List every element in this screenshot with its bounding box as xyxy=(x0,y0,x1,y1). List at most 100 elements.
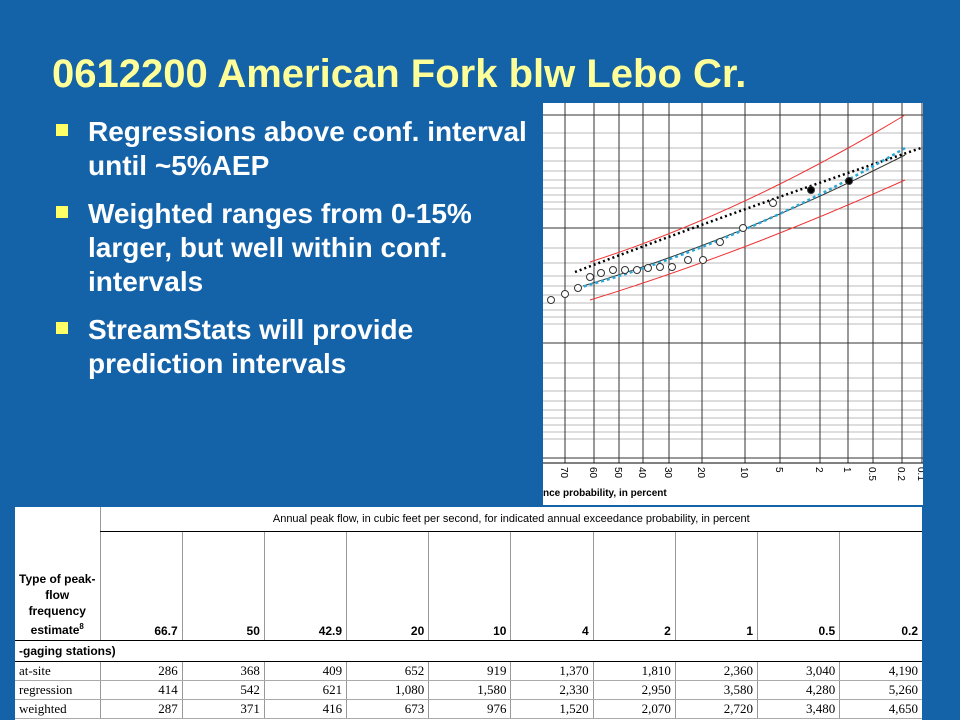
observation-filled xyxy=(807,186,815,194)
x-tick-label: 1 xyxy=(841,467,852,473)
x-tick-label: 10 xyxy=(738,467,749,479)
cell: 1,580 xyxy=(428,680,511,700)
section-label: -gaging stations) xyxy=(15,640,922,662)
observation xyxy=(561,290,569,298)
column-header: 0.5 xyxy=(756,531,840,641)
x-tick-labels: 70 60 50 40 30 20 10 5 2 1 0.5 0.2 0.1 xyxy=(558,467,923,481)
column-header: 2 xyxy=(592,531,676,641)
observation xyxy=(633,266,641,274)
x-tick-label: 20 xyxy=(695,467,706,479)
x-tick-label: 30 xyxy=(662,467,673,479)
x-tick-label: 50 xyxy=(612,467,623,479)
cell: 409 xyxy=(263,661,347,681)
observation xyxy=(644,264,652,272)
bullet: Regressions above conf. interval until ~… xyxy=(52,115,532,183)
cell: 919 xyxy=(428,661,511,681)
cell: 1,080 xyxy=(346,680,429,700)
cell: 2,070 xyxy=(592,699,676,719)
x-tick-label: 0.5 xyxy=(866,467,877,481)
observation xyxy=(668,263,676,271)
cell: 652 xyxy=(346,661,429,681)
x-tick-label: 0.1 xyxy=(915,467,923,481)
observation xyxy=(547,296,555,304)
upper-confidence-curve xyxy=(589,114,906,263)
observation xyxy=(621,266,629,274)
x-axis-label: nce probability, in percent xyxy=(543,488,667,499)
observation xyxy=(769,199,777,207)
cell: 4,280 xyxy=(756,680,840,700)
observation xyxy=(586,273,594,281)
row-label: weighted xyxy=(15,699,100,719)
column-header: 10 xyxy=(428,531,511,641)
section-row: -gaging stations) xyxy=(15,640,922,662)
data-row: weighted 287 371 416 673 976 1,520 2,070 2,720 3,… xyxy=(15,699,922,719)
observation xyxy=(597,269,605,277)
column-header: 50 xyxy=(181,531,265,641)
cell: 2,330 xyxy=(510,680,594,700)
column-header: 1 xyxy=(674,531,758,641)
cell: 2,720 xyxy=(674,699,758,719)
cell: 4,650 xyxy=(839,699,922,719)
column-header: 20 xyxy=(346,531,429,641)
column-header: 42.9 xyxy=(263,531,347,641)
lower-confidence-curve xyxy=(589,179,906,301)
horizontal-grid xyxy=(543,114,923,459)
x-tick-label: 70 xyxy=(558,467,569,479)
x-tick-label: 5 xyxy=(773,467,784,473)
x-tick-label: 2 xyxy=(813,467,824,473)
cell: 621 xyxy=(263,680,347,700)
cell: 2,360 xyxy=(674,661,758,681)
regression-curve xyxy=(574,146,923,274)
cell: 414 xyxy=(99,680,183,700)
header-row: Type of peak-flow frequency estimate8 66.… xyxy=(15,531,922,641)
bullet: StreamStats will provide prediction inte… xyxy=(52,313,532,381)
table-caption: Annual peak flow, in cubic feet per seco… xyxy=(99,507,922,532)
row-header: Type of peak-flow frequency estimate8 xyxy=(15,531,100,641)
cell: 5,260 xyxy=(839,680,922,700)
observations xyxy=(547,177,853,304)
peak-flow-table: Annual peak flow, in cubic feet per seco… xyxy=(15,507,922,720)
plot-background xyxy=(543,103,923,505)
observation xyxy=(699,256,707,264)
cell: 976 xyxy=(428,699,511,719)
cell: 286 xyxy=(99,661,183,681)
column-header: 66.7 xyxy=(99,531,183,641)
x-tick-label: 60 xyxy=(587,467,598,479)
observation-filled xyxy=(845,177,853,185)
x-tick-label: 40 xyxy=(636,467,647,479)
frequency-plot: 70 60 50 40 30 20 10 5 2 1 0.5 0.2 0.1 nce probabili… xyxy=(543,103,923,505)
observation xyxy=(609,266,617,274)
data-row: at-site 286 368 409 652 919 1,370 1,810 2,360 3,0… xyxy=(15,661,922,681)
observation xyxy=(739,224,747,232)
cell: 1,810 xyxy=(592,661,676,681)
row-label: at-site xyxy=(15,661,100,681)
cell: 1,370 xyxy=(510,661,594,681)
cell: 416 xyxy=(263,699,347,719)
cell: 287 xyxy=(99,699,183,719)
cell: 4,190 xyxy=(839,661,922,681)
column-header: 0.2 xyxy=(839,531,922,641)
caption-row: Annual peak flow, in cubic feet per seco… xyxy=(15,507,922,532)
data-row: regression 414 542 621 1,080 1,580 2,330 2,950 3… xyxy=(15,680,922,700)
cell: 3,580 xyxy=(674,680,758,700)
cell: 3,040 xyxy=(756,661,840,681)
row-label: regression xyxy=(15,680,100,700)
observation xyxy=(716,238,724,246)
cell: 542 xyxy=(181,680,265,700)
table: Annual peak flow, in cubic feet per seco… xyxy=(15,507,922,719)
row-header-text: Type of peak-flow frequency estimate xyxy=(19,572,96,637)
bullet-list: Regressions above conf. interval until ~… xyxy=(52,115,532,395)
observation xyxy=(574,284,582,292)
cell: 371 xyxy=(181,699,265,719)
cell: 2,950 xyxy=(592,680,676,700)
cell: 1,520 xyxy=(510,699,594,719)
slide-title: 0612200 American Fork blw Lebo Cr. xyxy=(52,52,747,96)
spacer-cell xyxy=(15,507,100,532)
observation xyxy=(656,263,664,271)
observation xyxy=(684,256,692,264)
bullet: Weighted ranges from 0-15% larger, but w… xyxy=(52,197,532,299)
cell: 673 xyxy=(346,699,429,719)
cell: 3,480 xyxy=(756,699,840,719)
x-tick-label: 0.2 xyxy=(895,467,906,481)
